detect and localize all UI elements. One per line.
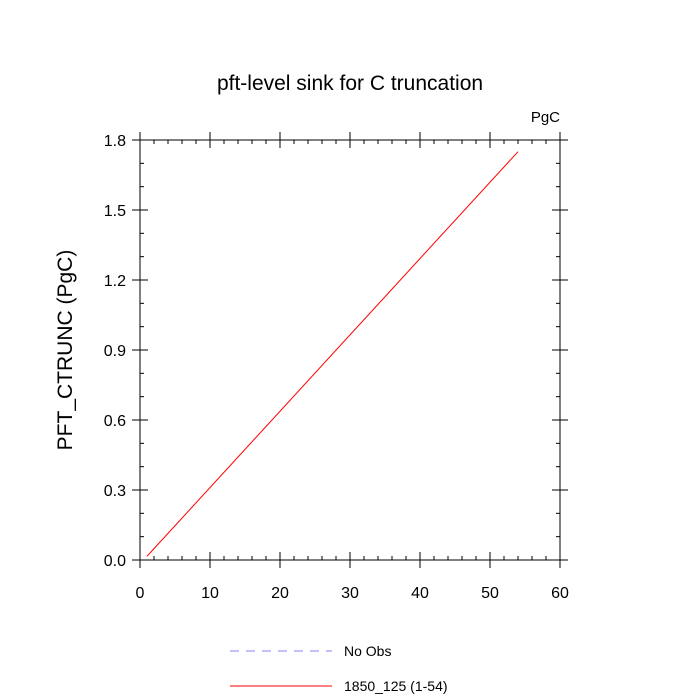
y-tick-label: 1.5 xyxy=(104,203,126,220)
legend-label: 1850_125 (1-54) xyxy=(344,678,448,694)
y-tick-label: 0.9 xyxy=(104,343,126,360)
series-line xyxy=(146,151,519,557)
x-tick-label: 50 xyxy=(481,585,499,602)
x-tick-label: 10 xyxy=(201,585,219,602)
x-tick-label: 0 xyxy=(136,585,145,602)
y-tick-label: 0.6 xyxy=(104,413,126,430)
y-tick-label: 1.2 xyxy=(104,273,126,290)
axis-ticks xyxy=(132,132,568,568)
chart-title: pft-level sink for C truncation xyxy=(217,72,483,95)
x-tick-label: 30 xyxy=(341,585,359,602)
y-tick-label: 0.3 xyxy=(104,483,126,500)
series-layer xyxy=(146,151,519,557)
y-tick-label: 0.0 xyxy=(104,553,126,570)
x-tick-label: 40 xyxy=(411,585,429,602)
axis-tick-labels: 0 10 20 30 40 50 60 0.0 0.3 0.6 0.9 1.2 1.5 1.8 xyxy=(104,133,569,602)
plot-frame xyxy=(139,139,561,561)
y-tick-label: 1.8 xyxy=(104,133,126,150)
x-tick-label: 60 xyxy=(551,585,569,602)
legend: No Obs 1850_125 (1-54) xyxy=(230,643,448,694)
y-axis-label: PFT_CTRUNC (PgC) xyxy=(54,250,77,451)
x-tick-label: 20 xyxy=(271,585,289,602)
legend-label: No Obs xyxy=(344,643,391,659)
unit-label: PgC xyxy=(531,109,560,126)
